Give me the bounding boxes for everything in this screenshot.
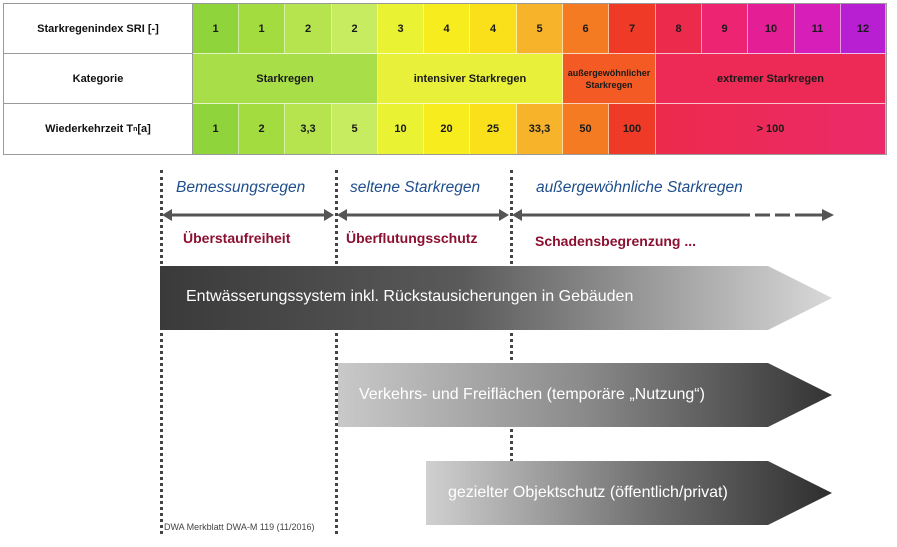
sri-cell: 4 — [424, 4, 470, 54]
arrowhead-right — [324, 209, 334, 221]
band-text-traffic: Verkehrs- und Freiflächen (temporäre „Nu… — [359, 386, 705, 403]
category-row: Kategorie Starkregen intensiver Starkreg… — [4, 54, 886, 104]
sri-cell: 3 — [378, 4, 424, 54]
arrowhead-right — [499, 209, 509, 221]
return-period-cell: 2 — [239, 104, 285, 154]
goal-ueberstaufreiheit: Überstaufreiheit — [183, 230, 291, 246]
sri-cell: 5 — [517, 4, 563, 54]
category-cell: extremer Starkregen — [656, 54, 886, 104]
sri-cell: 11 — [795, 4, 841, 54]
return-period-cell: 3,3 — [285, 104, 332, 154]
return-period-label-unit: [a] — [137, 123, 151, 135]
measures-diagram: Bemessungsregen seltene Starkregen außer… — [0, 160, 897, 547]
sri-cell: 10 — [748, 4, 795, 54]
sri-cell: 7 — [609, 4, 656, 54]
arrowhead-left — [512, 209, 522, 221]
arrowhead-left — [162, 209, 172, 221]
zone-title-aussergewoehnliche-starkregen: außergewöhnliche Starkregen — [536, 179, 743, 196]
arrowhead-left — [337, 209, 347, 221]
return-period-cell: 5 — [332, 104, 378, 154]
band-object-protection — [426, 461, 832, 525]
sri-cell: 9 — [702, 4, 748, 54]
band-arrows — [160, 266, 832, 525]
zone-divider — [335, 170, 338, 534]
return-period-cell: 20 — [424, 104, 470, 154]
category-cell: Starkregen — [193, 54, 378, 104]
category-row-label: Kategorie — [4, 54, 193, 104]
sri-cell: 4 — [470, 4, 517, 54]
range-arrows — [162, 209, 834, 221]
sri-cell: 12 — [841, 4, 886, 54]
return-period-cell: > 100 — [656, 104, 886, 154]
return-period-cell: 50 — [563, 104, 609, 154]
return-period-cell: 25 — [470, 104, 517, 154]
source-note: DWA Merkblatt DWA-M 119 (11/2016) — [164, 522, 315, 532]
sri-cell: 1 — [239, 4, 285, 54]
arrowhead-right — [822, 209, 834, 221]
sri-cell: 6 — [563, 4, 609, 54]
zone-title-seltene-starkregen: seltene Starkregen — [350, 179, 481, 196]
return-period-label-sub: n — [133, 125, 138, 133]
sri-cell: 8 — [656, 4, 702, 54]
band-text-object: gezielter Objektschutz (öffentlich/priva… — [448, 484, 728, 501]
category-cell: außergewöhnlicher Starkregen — [563, 54, 656, 104]
sri-row-label: Starkregenindex SRI [-] — [4, 4, 193, 54]
category-cell: intensiver Starkregen — [378, 54, 563, 104]
return-period-cell: 33,3 — [517, 104, 563, 154]
band-traffic-areas — [338, 363, 832, 427]
sri-cell: 2 — [332, 4, 378, 54]
goal-ueberflutungsschutz: Überflutungsschutz — [346, 230, 478, 246]
goal-schadensbegrenzung: Schadensbegrenzung ... — [535, 233, 697, 249]
sri-row: Starkregenindex SRI [-] 1 1 2 2 3 4 4 5 … — [4, 4, 886, 54]
zone-divider — [160, 170, 163, 534]
return-period-label-text: Wiederkehrzeit T — [45, 123, 134, 135]
sri-cell: 2 — [285, 4, 332, 54]
sri-cell: 1 — [193, 4, 239, 54]
return-period-cell: 10 — [378, 104, 424, 154]
band-text-drainage: Entwässerungssystem inkl. Rückstausicher… — [186, 288, 634, 305]
return-period-cell: 1 — [193, 104, 239, 154]
band-drainage-system — [160, 266, 832, 330]
sri-table: Starkregenindex SRI [-] 1 1 2 2 3 4 4 5 … — [3, 3, 887, 155]
return-period-cell: 100 — [609, 104, 656, 154]
zone-title-bemessungsregen: Bemessungsregen — [176, 179, 306, 196]
